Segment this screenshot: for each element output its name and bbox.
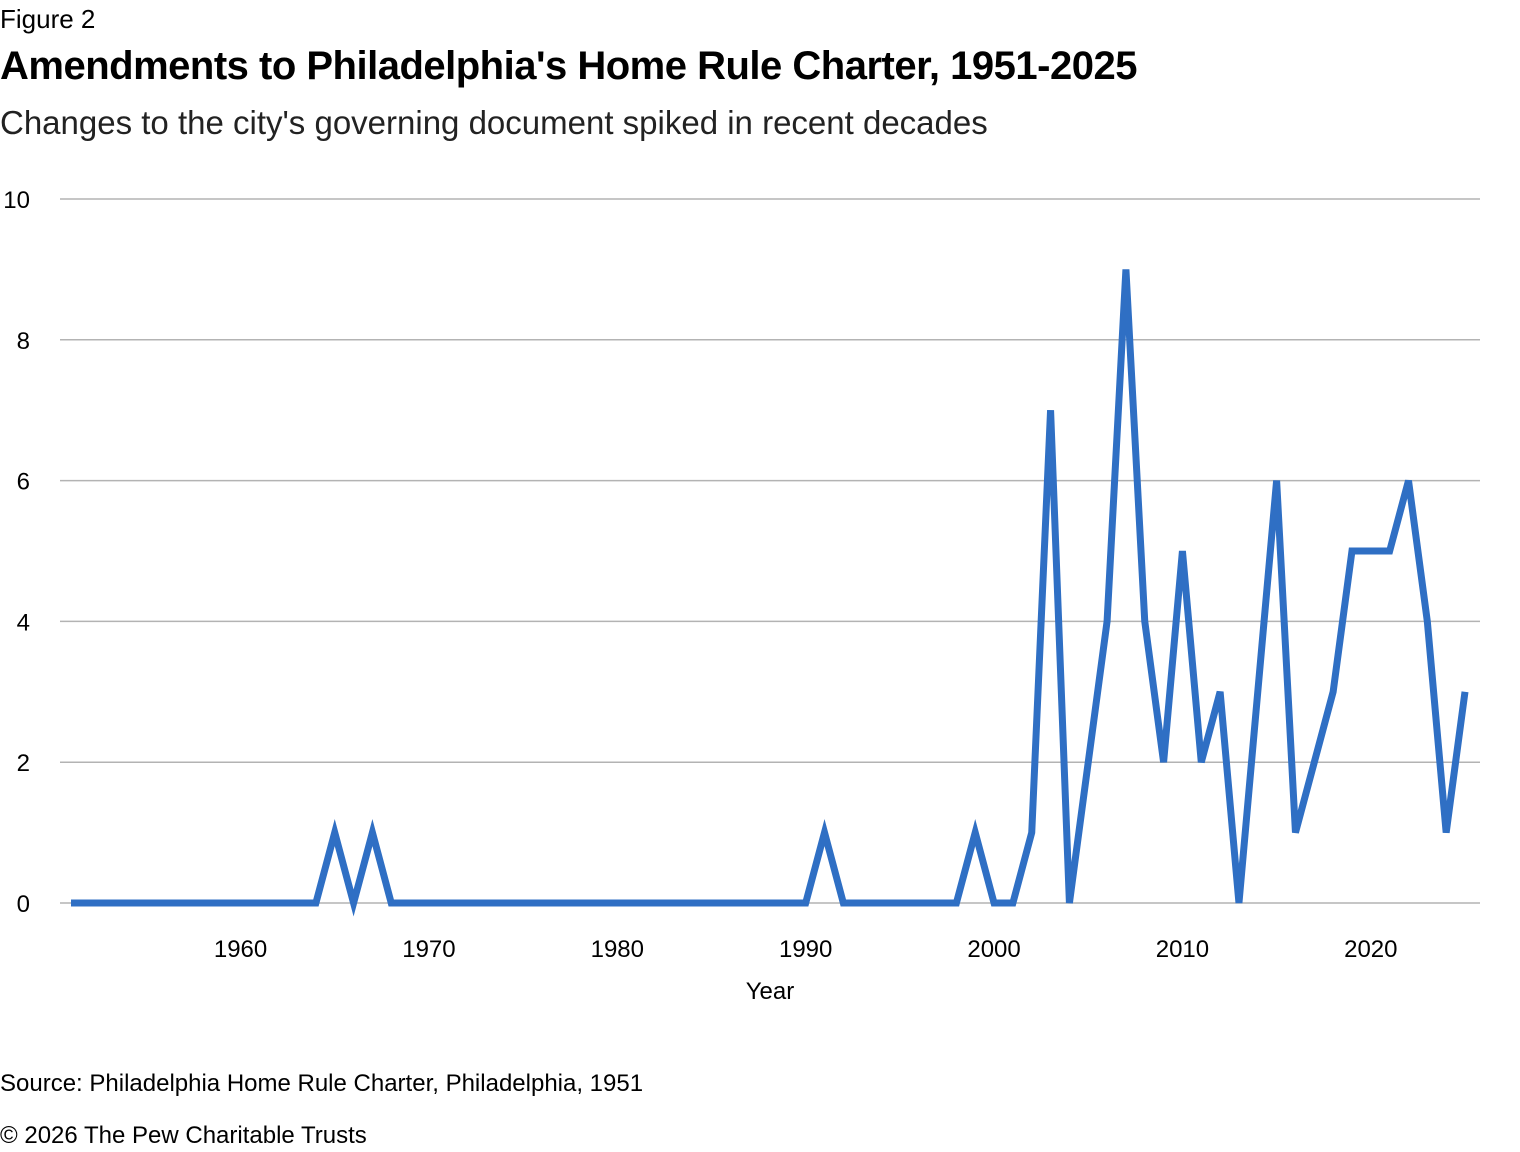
y-tick-label: 10	[3, 187, 30, 214]
y-tick-label: 8	[17, 328, 30, 355]
chart-title: Amendments to Philadelphia's Home Rule C…	[0, 44, 1137, 88]
source-note: Source: Philadelphia Home Rule Charter, …	[0, 1070, 644, 1097]
chart-subtitle: Changes to the city's governing document…	[0, 104, 988, 141]
x-tick-label: 2000	[967, 936, 1020, 963]
x-axis-title: Year	[746, 978, 795, 1005]
x-tick-label: 1970	[402, 936, 455, 963]
y-axis-ticks: 0 2 4 6 8 10	[3, 187, 30, 918]
x-tick-label: 1990	[779, 936, 832, 963]
y-tick-label: 2	[17, 750, 30, 777]
copyright-note: © 2026 The Pew Charitable Trusts	[0, 1122, 367, 1149]
line-chart: 0 2 4 6 8 10 1960 1970 1980 1990 2000 2010 2020 Yea…	[3, 187, 1480, 1005]
x-tick-label: 1980	[591, 936, 644, 963]
x-axis-ticks: 1960 1970 1980 1990 2000 2010 2020	[214, 936, 1398, 963]
x-tick-label: 1960	[214, 936, 267, 963]
y-tick-label: 0	[17, 891, 30, 918]
figure-label: Figure 2	[0, 4, 96, 34]
y-tick-label: 6	[17, 469, 30, 496]
x-tick-label: 2010	[1156, 936, 1209, 963]
y-tick-label: 4	[17, 609, 30, 636]
gridlines	[60, 198, 1480, 904]
x-tick-label: 2020	[1344, 936, 1397, 963]
series-line	[71, 269, 1469, 917]
